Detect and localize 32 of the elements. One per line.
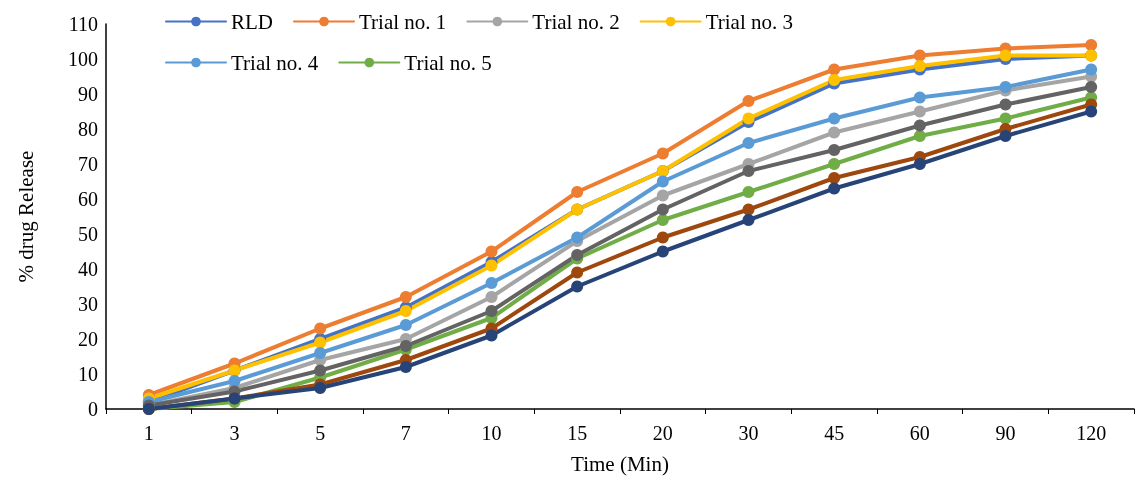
y-tick-label: 80: [78, 118, 98, 140]
legend-label: Trial no. 3: [705, 9, 793, 34]
y-tick-label: 0: [88, 398, 98, 420]
x-tick-label: 1: [143, 422, 154, 444]
legend-label: Trial no. 1: [359, 9, 447, 34]
legend-label: Trial no. 2: [532, 9, 620, 34]
y-tick-label: 30: [78, 293, 98, 315]
x-tick-label: 45: [824, 422, 845, 444]
x-tick-label: 20: [652, 422, 673, 444]
y-tick-label: 70: [78, 153, 98, 175]
y-tick-label: 40: [78, 258, 98, 280]
y-axis-title: % drug Release: [13, 150, 38, 283]
legend-label: RLD: [231, 9, 273, 34]
y-tick-label: 10: [78, 363, 98, 385]
legend-label: Trial no. 5: [404, 50, 492, 75]
y-tick-label: 100: [68, 48, 98, 70]
x-tick-label: 3: [229, 422, 240, 444]
y-tick-label: 50: [78, 223, 98, 245]
x-axis-title: Time (Min): [571, 451, 669, 476]
y-tick-label: 60: [78, 188, 98, 210]
y-tick-label: 90: [78, 83, 98, 105]
x-tick-label: 120: [1076, 422, 1107, 444]
x-tick-label: 60: [909, 422, 930, 444]
x-tick-label: 5: [315, 422, 326, 444]
x-tick-label: 90: [995, 422, 1016, 444]
x-tick-label: 30: [738, 422, 759, 444]
x-tick-label: 15: [567, 422, 588, 444]
x-tick-label: 10: [481, 422, 502, 444]
legend-label: Trial no. 4: [231, 50, 319, 75]
y-tick-label: 110: [68, 13, 98, 35]
y-tick-label: 20: [78, 328, 98, 350]
x-tick-label: 7: [400, 422, 411, 444]
